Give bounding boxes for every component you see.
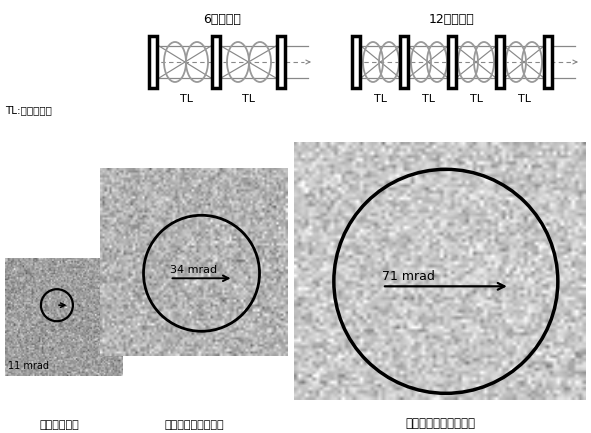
- Text: TL: TL: [242, 94, 255, 104]
- Bar: [352, 36, 360, 88]
- Bar: [448, 36, 456, 88]
- Bar: [277, 36, 285, 88]
- Text: デルタ型収差補正機構: デルタ型収差補正機構: [405, 417, 475, 430]
- Bar: [212, 36, 220, 88]
- Text: TL: TL: [423, 94, 436, 104]
- Bar: [400, 36, 408, 88]
- Text: 34 mrad: 34 mrad: [170, 265, 217, 275]
- Text: 71 mrad: 71 mrad: [382, 270, 435, 283]
- Text: 既存の収差補正機構: 既存の収差補正機構: [164, 420, 224, 430]
- Text: TL: TL: [375, 94, 388, 104]
- Text: 12極子三段: 12極子三段: [429, 13, 475, 26]
- Bar: [544, 36, 552, 88]
- Bar: [149, 36, 157, 88]
- Text: TL: TL: [518, 94, 531, 104]
- Text: TL:転送レンズ: TL:転送レンズ: [5, 105, 52, 115]
- Text: 収差補正なし: 収差補正なし: [39, 420, 79, 430]
- Text: TL: TL: [180, 94, 193, 104]
- Text: 6極子二段: 6極子二段: [203, 13, 241, 26]
- Text: TL: TL: [469, 94, 482, 104]
- Bar: [496, 36, 504, 88]
- Text: 11 mrad: 11 mrad: [8, 361, 49, 371]
